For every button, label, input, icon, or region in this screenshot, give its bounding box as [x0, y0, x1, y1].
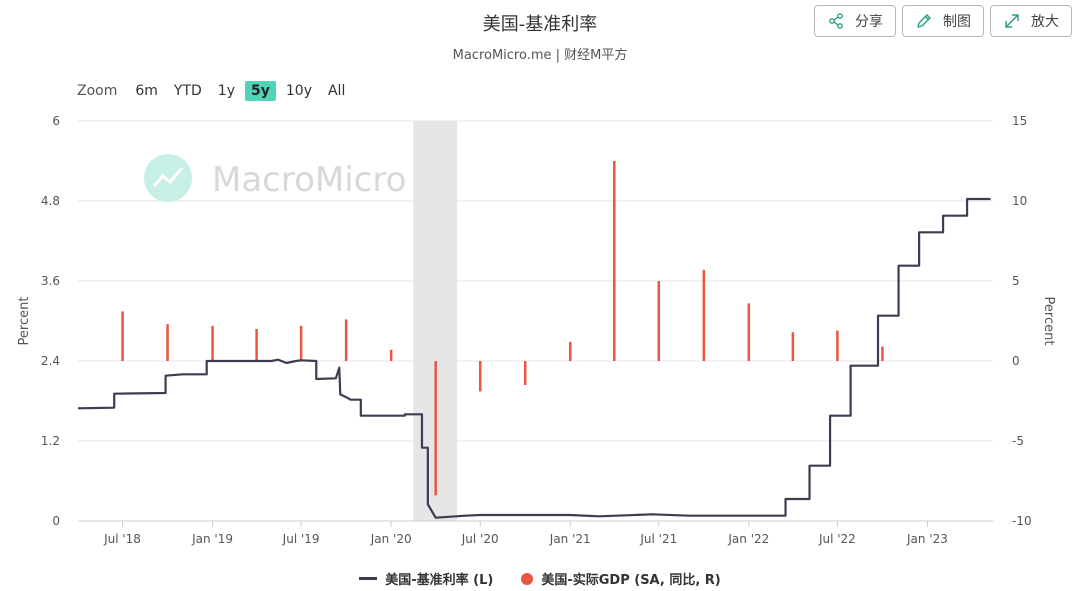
gdp-bar[interactable] [255, 329, 258, 361]
left-tick-label: 1.2 [41, 434, 60, 448]
legend-label-gdp: 美国-实际GDP (SA, 同比, R) [541, 573, 721, 588]
gdp-bar[interactable] [121, 311, 124, 361]
legend-dot-swatch [521, 572, 534, 585]
draw-label: 制图 [943, 14, 971, 30]
zoom-10y-button[interactable]: 10y [285, 83, 312, 99]
right-tick-label: -10 [1012, 514, 1032, 528]
right-tick-label: -5 [1012, 434, 1024, 448]
x-tick-label: Jul '21 [639, 532, 677, 546]
legend: 美国-基准利率 (L) 美国-实际GDP (SA, 同比, R) [0, 569, 1080, 588]
toolbar: 分享 制图 放大 [814, 5, 1072, 37]
right-tick-label: 5 [1012, 274, 1020, 288]
gdp-bar[interactable] [523, 361, 527, 385]
watermark: MacroMicro [144, 154, 406, 202]
right-tick-label: 15 [1012, 114, 1027, 128]
x-tick-label: Jan '20 [370, 532, 412, 546]
legend-item-rate[interactable]: 美国-基准利率 (L) [359, 569, 493, 588]
gdp-bar[interactable] [613, 161, 616, 361]
expand-icon [1003, 12, 1021, 30]
share-button[interactable]: 分享 [814, 5, 896, 37]
left-axis-title: Percent [17, 297, 32, 346]
left-tick-label: 3.6 [41, 274, 60, 288]
gdp-bar[interactable] [389, 349, 393, 361]
share-label: 分享 [855, 14, 883, 30]
pencil-icon [915, 12, 933, 30]
gdp-bar[interactable] [881, 346, 884, 361]
legend-line-swatch [359, 577, 378, 580]
left-tick-label: 4.8 [41, 194, 60, 208]
right-tick-label: 10 [1012, 194, 1027, 208]
x-tick-label: Jul '18 [103, 532, 141, 546]
chart-subtitle: MacroMicro.me | 财经M平方 [452, 48, 628, 63]
gdp-bar[interactable] [657, 281, 661, 361]
gdp-bar[interactable] [434, 361, 437, 496]
gdp-bar[interactable] [299, 325, 303, 361]
zoom-label: Zoom [77, 83, 118, 99]
left-tick-label: 2.4 [41, 354, 60, 368]
x-tick-label: Jul '22 [818, 532, 856, 546]
share-icon [827, 12, 845, 30]
x-tick-label: Jan '21 [549, 532, 591, 546]
zoom-6m-button[interactable]: 6m [135, 83, 158, 99]
expand-label: 放大 [1031, 14, 1059, 30]
zoom-ytd-button[interactable]: YTD [173, 83, 202, 99]
gdp-bar[interactable] [747, 303, 751, 361]
chart-title: 美国-基准利率 [482, 14, 598, 35]
gdp-bar[interactable] [568, 341, 572, 361]
x-tick-label: Jul '20 [461, 532, 499, 546]
right-tick-label: 0 [1012, 354, 1020, 368]
watermark-text: MacroMicro [212, 160, 406, 200]
draw-button[interactable]: 制图 [902, 5, 984, 37]
expand-button[interactable]: 放大 [990, 5, 1072, 37]
x-tick-label: Jan '23 [906, 532, 948, 546]
legend-label-rate: 美国-基准利率 (L) [385, 573, 494, 588]
watermark-logo-icon [144, 154, 192, 202]
zoom-5y-button[interactable]: 5y [245, 81, 276, 101]
gdp-bar[interactable] [791, 332, 795, 361]
rate-series-line[interactable] [77, 197, 991, 519]
gdp-bar[interactable] [166, 324, 169, 361]
zoom-1y-button[interactable]: 1y [217, 83, 235, 99]
left-tick-label: 0 [52, 514, 60, 528]
x-tick-label: Jul '19 [282, 532, 320, 546]
gdp-bar[interactable] [344, 319, 348, 361]
x-tick-label: Jan '19 [191, 532, 233, 546]
gdp-bar[interactable] [211, 325, 214, 361]
right-axis-title: Percent [1041, 297, 1056, 346]
gdp-bar[interactable] [478, 361, 482, 392]
zoom-control: Zoom 6m YTD 1y 5y 10y All [77, 81, 355, 101]
zoom-all-button[interactable]: All [327, 83, 346, 99]
gdp-bar[interactable] [836, 330, 839, 361]
x-tick-label: Jan '22 [727, 532, 769, 546]
gdp-bar[interactable] [702, 269, 706, 361]
left-tick-label: 6 [52, 114, 60, 128]
legend-item-gdp[interactable]: 美国-实际GDP (SA, 同比, R) [521, 569, 721, 588]
